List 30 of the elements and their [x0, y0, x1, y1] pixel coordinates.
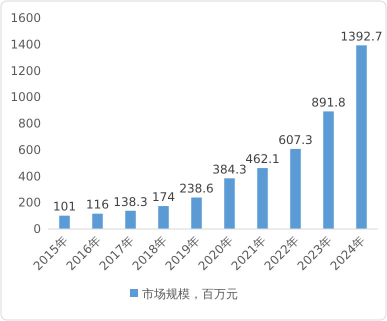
bar: [257, 168, 268, 229]
y-tick-label: 1200: [10, 64, 41, 78]
data-label: 891.8: [311, 95, 346, 110]
y-tick-label: 600: [18, 142, 41, 157]
data-label: 1392.7: [340, 29, 382, 44]
y-tick-label: 1400: [10, 37, 41, 52]
bar: [92, 214, 103, 229]
y-tick-label: 1600: [10, 11, 41, 25]
data-label: 384.3: [212, 162, 247, 176]
bar: [323, 111, 334, 229]
bar: [158, 206, 169, 229]
bar: [356, 45, 367, 229]
data-label: 174: [152, 190, 175, 204]
bar: [125, 210, 136, 229]
legend-label: 市场规模，百万元: [142, 287, 238, 301]
y-tick-label: 0: [33, 222, 41, 236]
y-tick-label: 800: [18, 116, 41, 130]
data-label: 607.3: [278, 132, 313, 147]
bar: [224, 178, 235, 229]
data-label: 462.1: [245, 152, 280, 166]
data-label: 101: [53, 200, 76, 214]
y-tick-label: 200: [18, 196, 41, 210]
data-label: 138.3: [113, 194, 148, 209]
y-tick-label: 1000: [10, 90, 41, 104]
data-label: 116: [86, 198, 109, 212]
bar: [290, 148, 301, 229]
bar: [59, 216, 70, 229]
data-label: 238.6: [179, 182, 214, 196]
y-tick-label: 400: [18, 169, 41, 184]
bar: [191, 198, 202, 229]
